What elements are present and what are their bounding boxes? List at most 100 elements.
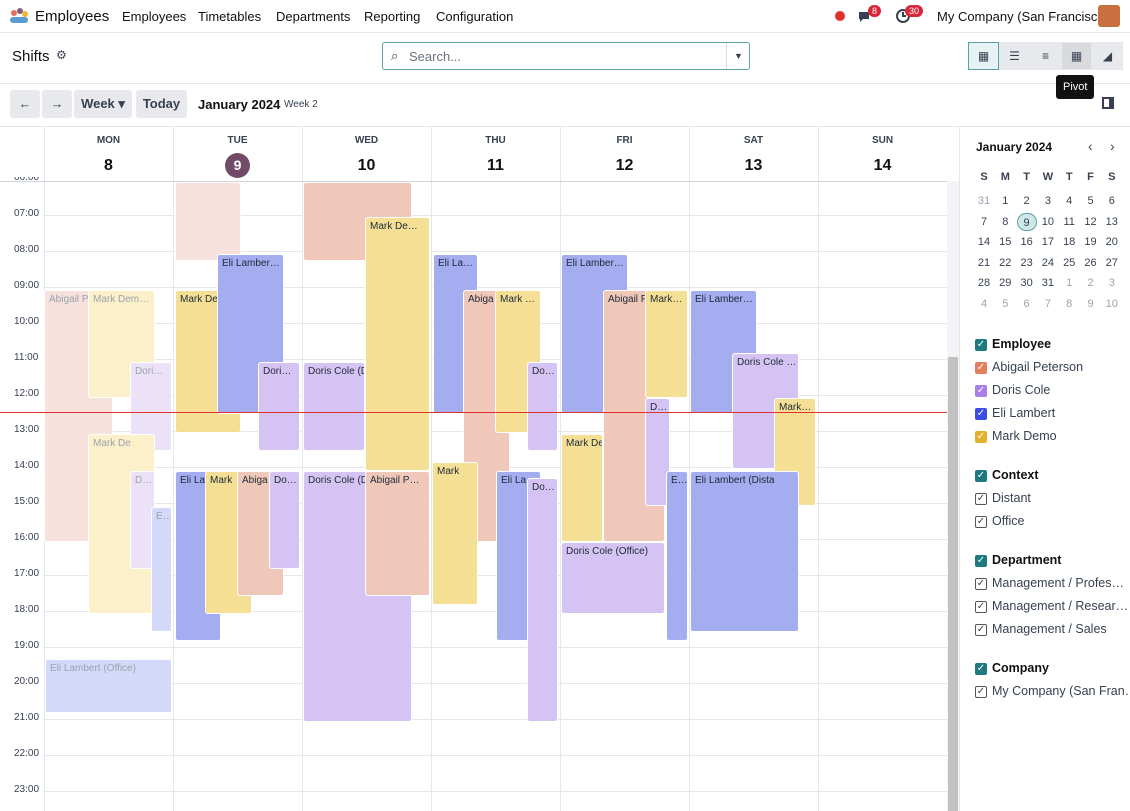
mini-day[interactable]: 9 — [1016, 212, 1037, 231]
mini-day[interactable]: 24 — [1041, 256, 1055, 269]
mini-day[interactable]: 12 — [1084, 215, 1097, 228]
mini-day[interactable]: 9 — [1087, 297, 1094, 310]
mini-day[interactable]: 18 — [1063, 236, 1076, 248]
mini-day[interactable]: 6 — [1023, 297, 1030, 310]
day-date: 10 — [357, 157, 376, 174]
next-button[interactable]: → — [42, 90, 72, 118]
filter-checkbox[interactable]: ✓ — [975, 578, 987, 590]
mini-day[interactable]: 14 — [977, 236, 991, 248]
shift[interactable]: Abigail P… — [365, 471, 430, 596]
mini-day[interactable]: 13 — [1105, 215, 1118, 228]
mini-day[interactable]: 15 — [999, 236, 1012, 248]
view-button[interactable]: ≡ — [1030, 42, 1061, 70]
mini-day[interactable]: 7 — [980, 215, 988, 228]
mini-day[interactable]: 23 — [1020, 256, 1033, 269]
avatar[interactable] — [1098, 5, 1120, 27]
mini-day[interactable]: 27 — [1105, 256, 1118, 269]
search-toggle[interactable]: ▼ — [726, 43, 750, 69]
prev-button[interactable]: ← — [10, 90, 40, 118]
mini-next[interactable]: › — [1110, 138, 1115, 154]
shift[interactable]: Eli Lambert (Dista — [690, 471, 799, 632]
filter-checkbox[interactable]: ✓ — [975, 601, 987, 613]
mini-day[interactable]: 6 — [1108, 195, 1115, 207]
mini-day[interactable]: 28 — [977, 277, 991, 289]
menu-item[interactable]: Timetables — [198, 9, 262, 24]
mini-day[interactable]: 5 — [1002, 297, 1009, 310]
today-button[interactable]: Today — [136, 90, 187, 118]
shift[interactable] — [175, 182, 241, 261]
messages-icon[interactable] — [858, 9, 874, 25]
view-button[interactable]: ◢ — [1092, 42, 1123, 70]
mini-day[interactable]: 4 — [1066, 195, 1073, 207]
filter-toggle[interactable]: ✓ — [975, 555, 987, 567]
mini-day[interactable]: 10 — [1041, 215, 1055, 228]
sidebar-toggle[interactable] — [1102, 97, 1114, 109]
settings-gear[interactable]: ⚙ — [56, 48, 67, 62]
mini-day[interactable]: 7 — [1044, 297, 1051, 310]
shift[interactable]: E… — [151, 507, 172, 632]
mini-day[interactable]: 5 — [1087, 195, 1094, 207]
shift[interactable]: Do… — [527, 362, 558, 451]
filter-checkbox[interactable]: ✓ — [975, 385, 987, 397]
mini-day[interactable]: 19 — [1084, 236, 1097, 248]
mini-day[interactable]: 30 — [1020, 277, 1033, 289]
shift[interactable]: Do… — [527, 478, 558, 722]
filter-checkbox[interactable]: ✓ — [975, 431, 987, 443]
shift[interactable]: E… — [666, 471, 688, 641]
mini-day[interactable]: 26 — [1084, 256, 1097, 269]
filter-checkbox[interactable]: ✓ — [975, 493, 987, 505]
shift[interactable]: D… — [645, 398, 670, 506]
app-name[interactable]: Employees — [35, 8, 110, 25]
mini-day[interactable]: 22 — [999, 256, 1012, 269]
mini-day[interactable]: 31 — [1041, 277, 1055, 289]
mini-day[interactable]: 16 — [1020, 236, 1033, 248]
mini-day[interactable]: 2 — [1087, 277, 1094, 289]
mini-day[interactable]: 8 — [1002, 215, 1009, 228]
filter-toggle[interactable]: ✓ — [975, 663, 987, 675]
menu-item[interactable]: Reporting — [364, 9, 421, 24]
filter-checkbox[interactable]: ✓ — [975, 408, 987, 420]
mini-day[interactable]: 20 — [1105, 236, 1118, 248]
menu-item[interactable]: Departments — [276, 9, 351, 24]
mini-day[interactable]: 1 — [1002, 195, 1009, 207]
mini-day[interactable]: 2 — [1023, 195, 1030, 207]
menu-item[interactable]: Employees — [122, 9, 187, 24]
search-box[interactable]: ⌕ Search... ▼ — [382, 42, 750, 70]
mini-day[interactable]: 11 — [1063, 215, 1075, 228]
scale-button[interactable]: Week ▾ — [74, 90, 132, 118]
shift[interactable]: Mark De… — [365, 217, 430, 471]
view-button[interactable]: ▦ — [1061, 42, 1092, 70]
day-name: SAT — [743, 135, 764, 146]
mini-day[interactable]: 4 — [980, 297, 988, 310]
mini-day[interactable]: 25 — [1063, 256, 1076, 269]
filter-toggle[interactable]: ✓ — [975, 470, 987, 482]
view-button[interactable]: ☰ — [999, 42, 1030, 70]
mini-day[interactable]: 29 — [999, 277, 1012, 289]
mini-day[interactable]: 1 — [1066, 277, 1073, 289]
mini-day[interactable]: 3 — [1044, 195, 1051, 207]
filter-checkbox[interactable]: ✓ — [975, 362, 987, 374]
shift[interactable]: Dori… — [258, 362, 300, 451]
shift[interactable]: Mark De — [561, 434, 603, 542]
filter-checkbox[interactable]: ✓ — [975, 516, 987, 528]
filter-toggle[interactable]: ✓ — [975, 339, 987, 351]
filter-checkbox[interactable]: ✓ — [975, 624, 987, 636]
shift[interactable]: Do… — [269, 471, 300, 569]
company-switcher[interactable]: My Company (San Francisco) — [937, 9, 1109, 24]
shift[interactable]: Doris Cole (D — [303, 362, 365, 451]
shift[interactable]: Eli Lambert (Office) — [45, 659, 172, 713]
mini-day[interactable]: 17 — [1041, 236, 1055, 248]
mini-prev[interactable]: ‹ — [1088, 138, 1093, 154]
shift[interactable]: Doris Cole (Office) — [561, 542, 665, 614]
mini-day[interactable]: 10 — [1105, 297, 1118, 310]
mini-day[interactable]: 31 — [977, 195, 991, 207]
mini-day[interactable]: 3 — [1108, 277, 1115, 289]
menu-item[interactable]: Configuration — [436, 9, 514, 24]
mini-day[interactable]: 21 — [977, 256, 991, 269]
shift[interactable]: Mark — [432, 462, 478, 605]
mini-day[interactable]: 8 — [1066, 297, 1073, 310]
shift[interactable]: Mark… — [645, 290, 688, 398]
shift[interactable]: D… — [130, 471, 155, 569]
view-button[interactable]: ▦ — [968, 42, 999, 70]
filter-checkbox[interactable]: ✓ — [975, 686, 987, 698]
